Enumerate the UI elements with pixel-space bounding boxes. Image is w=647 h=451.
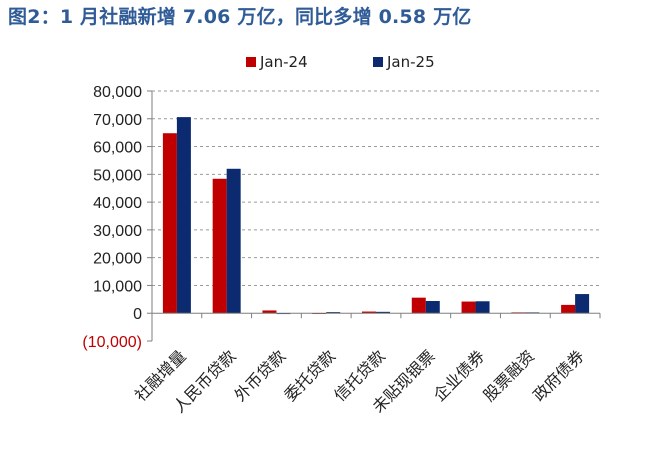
- x-category-label: 政府债券: [529, 346, 588, 405]
- y-tick-label: 80,000: [93, 84, 142, 101]
- y-tick-label: 40,000: [93, 195, 142, 212]
- x-category-label: 委托贷款: [280, 346, 339, 405]
- legend-label-jan-25: Jan-25: [386, 53, 435, 71]
- bar-jan-24-1: [212, 178, 227, 314]
- bar-jan-25-6: [475, 301, 490, 314]
- bar-jan-24-2: [262, 310, 277, 314]
- legend: Jan-24 Jan-25: [246, 53, 435, 71]
- x-category-label: 股票融资: [479, 346, 538, 405]
- bar-jan-25-4: [376, 311, 390, 314]
- y-tick-label: (10,000): [82, 334, 142, 351]
- bar-jan-25-8: [575, 294, 590, 314]
- legend-label-jan-24: Jan-24: [259, 53, 308, 71]
- bar-jan-24-8: [561, 304, 576, 314]
- y-axis: 80,000 70,000 60,000 50,000 40,000 30,000 20,0…: [82, 84, 153, 351]
- y-tick-label: 30,000: [93, 223, 142, 240]
- y-tick-label: 50,000: [93, 167, 142, 184]
- y-tick-label: 70,000: [93, 112, 142, 129]
- x-category-label: 企业债券: [430, 346, 489, 405]
- legend-swatch-jan-24: [246, 57, 256, 67]
- bar-jan-25-5: [425, 301, 440, 314]
- legend-swatch-jan-25: [373, 57, 383, 67]
- bar-jan-24-6: [461, 301, 476, 314]
- chart-title: 图2：1 月社融新增 7.06 万亿，同比多增 0.58 万亿: [8, 6, 472, 28]
- y-tick-label: 60,000: [93, 140, 142, 157]
- y-tick-label: 0: [133, 306, 142, 323]
- bars: [162, 117, 590, 315]
- bar-jan-24-5: [411, 297, 426, 314]
- bar-jan-24-4: [362, 311, 376, 314]
- x-category-label: 外币贷款: [231, 346, 290, 405]
- bar-jan-25-1: [226, 168, 241, 314]
- y-tick-label: 10,000: [93, 278, 142, 295]
- y-tick-label: 20,000: [93, 251, 142, 268]
- bar-jan-25-3: [326, 312, 341, 314]
- bar-jan-24-0: [162, 133, 177, 314]
- bar-jan-25-0: [176, 117, 191, 314]
